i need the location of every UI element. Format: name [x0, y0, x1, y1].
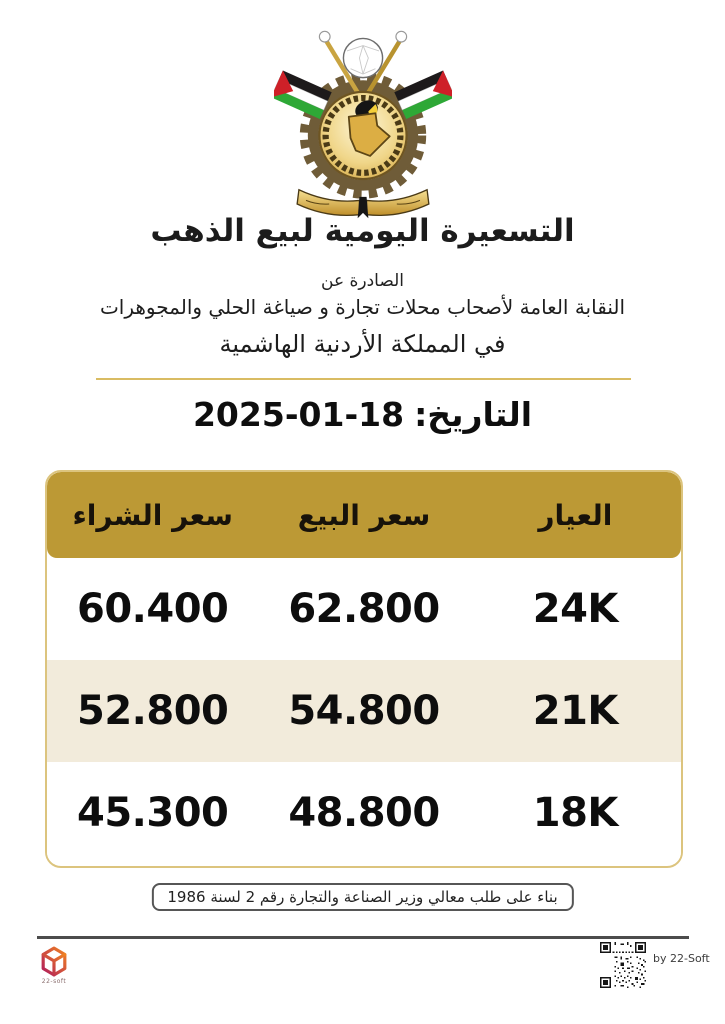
column-header-buy-price: سعر الشراء — [72, 498, 233, 532]
buy-price-value: 60.400 — [77, 586, 229, 632]
brand-caption: 22-soft — [41, 978, 67, 985]
karat-value: 18K — [532, 790, 619, 836]
jordan-flag-right — [393, 70, 452, 120]
table-row-24k: 24K 62.800 60.400 — [47, 558, 681, 660]
page-title: التسعيرة اليومية لبيع الذهب — [150, 213, 575, 249]
sell-price-value: 48.800 — [288, 790, 440, 836]
sell-price-value: 62.800 — [288, 586, 440, 632]
table-row-18k: 18K 48.800 45.300 — [47, 762, 681, 864]
jordan-flag-left — [273, 70, 332, 120]
gold-price-table: العيار سعر البيع سعر الشراء 24K 62.800 6… — [45, 470, 683, 868]
syndicate-emblem-logo — [273, 24, 452, 222]
buy-price-value: 45.300 — [77, 790, 229, 836]
karat-value: 21K — [532, 688, 619, 734]
column-header-karat: العيار — [538, 498, 613, 532]
date-line: التاريخ:18-01-2025 — [0, 395, 725, 434]
country-line: في المملكة الأردنية الهاشمية — [219, 330, 506, 358]
credit-text: by 22-Soft — [653, 951, 710, 965]
syndicate-emblem-icon — [273, 30, 452, 219]
cube-logo-icon — [41, 946, 67, 977]
date-label: التاريخ: — [414, 395, 533, 434]
ministerial-note: بناء على طلب معالي وزير الصناعة والتجارة… — [151, 883, 574, 911]
date-value: 18-01-2025 — [192, 395, 405, 434]
issued-by-line: الصادرة عن — [321, 271, 404, 291]
sell-price-value: 54.800 — [288, 688, 440, 734]
column-header-sell-price: سعر البيع — [297, 498, 431, 532]
qr-credit-block: by 22-Soft — [600, 942, 710, 988]
software-brand-logo: 22-soft — [36, 946, 72, 985]
karat-value: 24K — [532, 586, 619, 632]
gold-divider — [96, 378, 631, 380]
table-row-21k: 21K 54.800 52.800 — [47, 660, 681, 762]
buy-price-value: 52.800 — [77, 688, 229, 734]
footer-separator-line — [37, 936, 689, 939]
organization-name: النقابة العامة لأصحاب محلات تجارة و صياغ… — [99, 295, 626, 319]
qr-code-icon — [600, 942, 646, 988]
table-header-row: العيار سعر البيع سعر الشراء — [47, 472, 681, 558]
